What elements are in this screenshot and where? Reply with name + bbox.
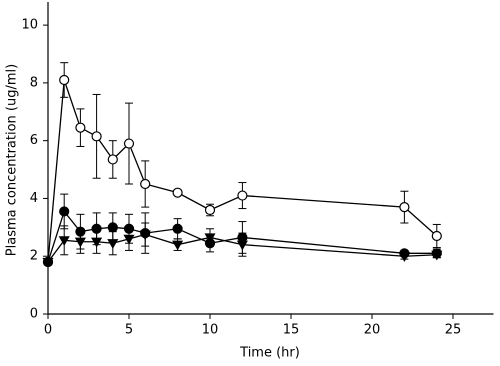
x-tick-label: 0	[44, 323, 52, 338]
marker	[107, 154, 118, 165]
x-tick-label: 20	[364, 323, 381, 338]
marker	[431, 230, 442, 242]
marker	[74, 237, 86, 248]
series-line	[47, 79, 438, 263]
x-axis-label: Time (hr)	[239, 346, 300, 361]
marker	[398, 252, 410, 262]
x-tick-label: 5	[125, 323, 133, 338]
marker	[75, 122, 86, 133]
marker	[123, 234, 135, 245]
marker	[204, 233, 216, 244]
marker	[140, 178, 151, 190]
y-tick-label: 8	[30, 75, 38, 90]
y-tick-label: 4	[30, 191, 38, 206]
y-tick-label: 6	[30, 133, 38, 148]
marker	[58, 236, 70, 247]
marker	[59, 74, 70, 86]
marker	[204, 204, 216, 216]
marker	[431, 250, 443, 261]
marker	[399, 202, 410, 213]
y-tick-label: 2	[30, 249, 38, 264]
marker	[91, 237, 103, 248]
x-tick-label: 25	[445, 323, 462, 338]
marker	[107, 222, 118, 233]
marker	[59, 206, 70, 217]
x-tick-label: 10	[202, 323, 219, 338]
marker	[172, 240, 184, 251]
marker	[236, 240, 248, 251]
marker	[42, 257, 54, 268]
marker	[91, 131, 102, 142]
y-axis-label: Plasma concentration (ug/ml)	[5, 64, 20, 256]
marker	[172, 223, 183, 234]
marker	[107, 239, 119, 249]
marker	[139, 230, 151, 241]
marker	[172, 187, 183, 198]
y-tick-label: 10	[21, 18, 38, 33]
marker	[237, 190, 248, 201]
x-tick-label: 15	[283, 323, 300, 338]
marker	[123, 138, 135, 149]
y-tick-label: 0	[30, 307, 38, 322]
